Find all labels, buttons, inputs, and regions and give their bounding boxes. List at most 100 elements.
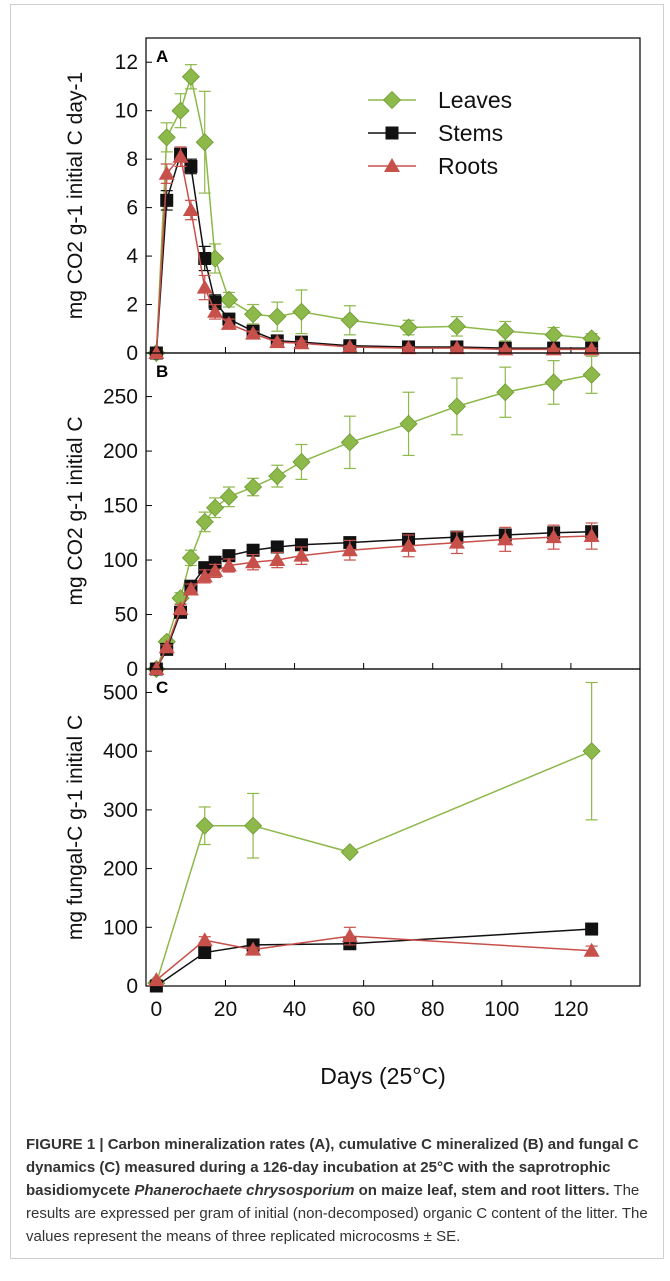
data-point [195, 512, 214, 531]
x-tick-label: 40 [283, 998, 306, 1021]
data-point [220, 315, 237, 330]
data-point [198, 561, 212, 575]
data-point [219, 290, 238, 309]
y-tick-label: 200 [103, 440, 138, 463]
data-point [208, 555, 222, 569]
data-point [497, 341, 514, 356]
y-tick-label: 250 [103, 386, 138, 409]
data-point [160, 193, 174, 207]
series-roots [148, 926, 600, 987]
y-tick-label: 6 [126, 197, 138, 220]
data-point [196, 279, 213, 294]
x-tick-label: 20 [214, 998, 237, 1021]
series-roots [148, 522, 600, 675]
data-point [268, 467, 287, 486]
series-leaves [147, 681, 601, 993]
data-point [583, 942, 600, 957]
y-tick-label: 50 [115, 604, 138, 627]
data-point [219, 487, 238, 506]
data-point [497, 531, 514, 546]
data-point [400, 537, 417, 552]
panel-label: B [156, 362, 168, 381]
series-stems [149, 922, 599, 993]
data-point [583, 341, 600, 356]
data-point [181, 67, 200, 86]
data-point [196, 568, 213, 583]
data-point [400, 340, 417, 355]
data-point [292, 452, 311, 472]
data-point [341, 542, 358, 557]
data-point [244, 477, 263, 497]
data-point [207, 562, 224, 577]
data-point [545, 529, 562, 544]
data-point [172, 601, 189, 616]
data-point [198, 252, 212, 265]
series-roots [148, 146, 600, 359]
data-point [206, 498, 225, 517]
y-tick-label: 12 [115, 51, 138, 74]
data-point [496, 322, 515, 341]
data-point [148, 972, 165, 987]
panel-frame [145, 668, 641, 987]
caption-bold-end: on maize leaf, stem and root litters. [354, 1182, 610, 1199]
data-point [171, 101, 190, 120]
data-point [340, 311, 359, 330]
data-point [207, 303, 224, 318]
series-line [155, 530, 592, 670]
y-axis-label: mg fungal-C g-1 initial C [64, 715, 87, 940]
data-point [196, 932, 213, 947]
y-tick-label: 300 [103, 799, 138, 822]
data-point [198, 946, 212, 960]
caption-species-name: Phanerochaete chrysosporium [134, 1182, 355, 1199]
y-tick-label: 100 [103, 916, 138, 939]
y-tick-label: 100 [103, 549, 138, 572]
data-point [157, 128, 176, 147]
x-tick-label: 0 [151, 998, 163, 1021]
y-axis-label: mg CO2 g-1 initial C day-1 [64, 72, 87, 319]
figure-frame [10, 4, 664, 1259]
data-point [340, 843, 359, 862]
data-point [182, 581, 199, 596]
series-line [155, 76, 592, 354]
data-point [447, 397, 466, 416]
data-point [245, 554, 262, 569]
data-point [158, 165, 175, 180]
data-point [195, 816, 214, 835]
y-tick-label: 4 [126, 245, 138, 268]
x-tick-label: 60 [352, 998, 375, 1021]
y-tick-label: 8 [126, 148, 138, 171]
data-point [184, 159, 198, 173]
data-point [181, 548, 200, 567]
series-leaves [147, 355, 601, 679]
data-point [294, 538, 308, 552]
data-point [585, 922, 599, 936]
legend-marker [385, 126, 399, 140]
data-point [269, 334, 286, 349]
y-tick-label: 2 [126, 294, 138, 317]
data-point [582, 365, 601, 384]
legend-marker [384, 158, 400, 172]
figure-caption: FIGURE 1 | Carbon mineralization rates (… [26, 1133, 656, 1248]
x-tick-label: 100 [484, 998, 519, 1021]
y-tick-label: 0 [126, 975, 138, 998]
data-point [340, 433, 359, 452]
series-line [155, 155, 592, 354]
data-point [172, 148, 189, 163]
panel-label: C [156, 678, 168, 697]
data-point [270, 540, 284, 554]
data-point [582, 742, 601, 761]
data-point [583, 528, 600, 543]
data-point [544, 373, 563, 392]
data-point [158, 639, 175, 654]
data-point [293, 547, 310, 562]
x-tick-label: 120 [553, 998, 588, 1021]
data-point [448, 534, 465, 549]
data-point [545, 341, 562, 356]
data-point [269, 552, 286, 567]
data-point [245, 325, 262, 340]
panel-label: A [156, 47, 168, 66]
data-point [293, 335, 310, 350]
y-tick-label: 10 [115, 100, 138, 123]
x-axis-label: Days (25°C) [320, 1063, 446, 1089]
caption-bold-text: FIGURE 1 | Carbon mineralization rates (… [26, 1136, 639, 1199]
